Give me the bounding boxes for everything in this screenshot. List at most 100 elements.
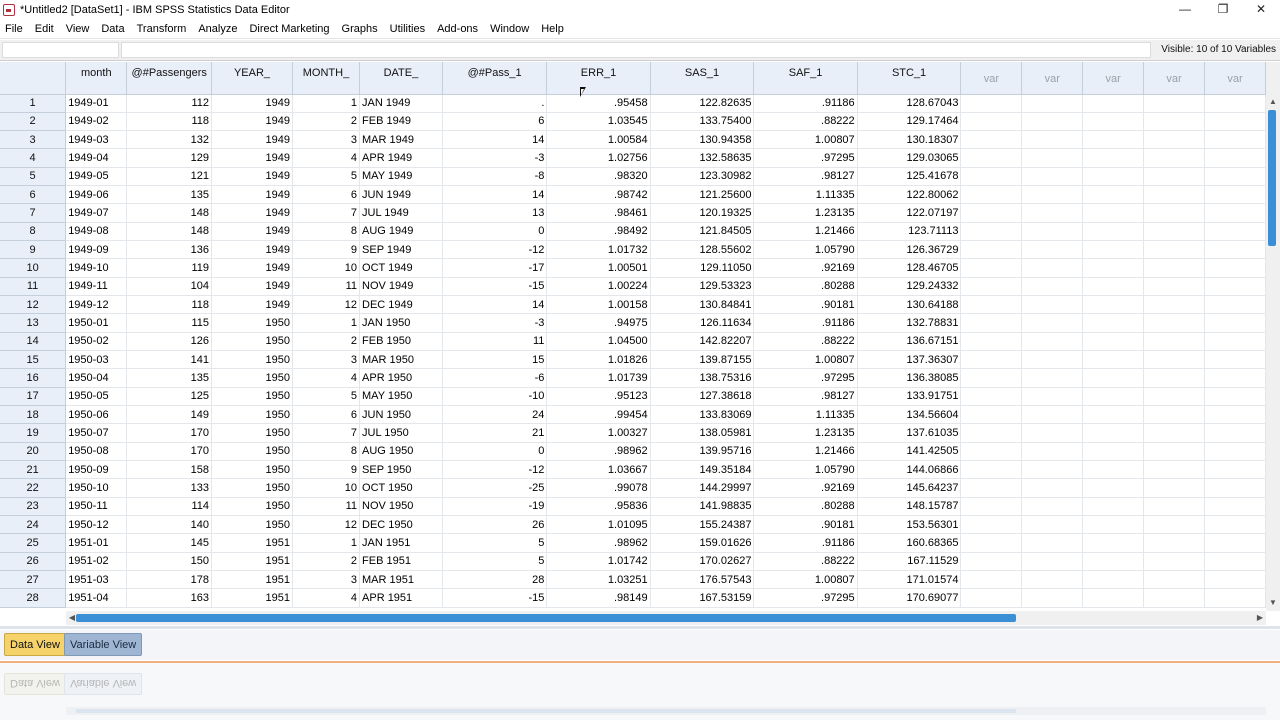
menu-direct-marketing[interactable]: Direct Marketing <box>249 22 330 35</box>
data-cell[interactable] <box>1082 112 1145 132</box>
data-cell[interactable] <box>1143 203 1206 223</box>
data-cell[interactable] <box>960 478 1023 498</box>
data-cell[interactable]: FEB 1951 <box>359 552 443 572</box>
data-cell[interactable]: .88222 <box>753 332 858 352</box>
pane-splitter[interactable] <box>0 626 1280 629</box>
data-cell[interactable] <box>1021 313 1084 333</box>
data-cell[interactable]: .98149 <box>546 588 651 608</box>
data-cell[interactable]: 1950-09 <box>65 460 128 480</box>
data-cell[interactable] <box>1021 167 1084 187</box>
data-cell[interactable] <box>960 258 1023 278</box>
data-cell[interactable]: OCT 1950 <box>359 478 443 498</box>
data-cell[interactable]: .94975 <box>546 313 651 333</box>
data-cell[interactable]: 1.00224 <box>546 277 651 297</box>
data-cell[interactable] <box>1082 533 1145 553</box>
data-cell[interactable]: 171.01574 <box>857 570 962 590</box>
menu-view[interactable]: View <box>65 22 90 35</box>
data-cell[interactable] <box>1021 222 1084 242</box>
column-header-var[interactable]: var <box>1204 62 1266 95</box>
data-cell[interactable] <box>1204 350 1266 370</box>
data-cell[interactable]: 1950-03 <box>65 350 128 370</box>
data-cell[interactable]: 1949-07 <box>65 203 128 223</box>
data-cell[interactable]: 1951-02 <box>65 552 128 572</box>
data-cell[interactable]: 1.05790 <box>753 240 858 260</box>
data-cell[interactable]: 1949-10 <box>65 258 128 278</box>
data-cell[interactable]: 1949-05 <box>65 167 128 187</box>
data-cell[interactable]: 139.95716 <box>650 442 755 462</box>
data-cell[interactable] <box>1082 588 1145 608</box>
data-cell[interactable]: 1949-01 <box>65 94 128 113</box>
data-cell[interactable]: 125.41678 <box>857 167 962 187</box>
data-cell[interactable] <box>1143 185 1206 205</box>
data-cell[interactable]: 1950-02 <box>65 332 128 352</box>
data-cell[interactable]: 1.11335 <box>753 185 858 205</box>
row-number[interactable]: 14 <box>0 332 67 352</box>
data-cell[interactable] <box>1143 423 1206 443</box>
row-number[interactable]: 25 <box>0 533 67 553</box>
data-cell[interactable]: 150 <box>126 552 213 572</box>
data-cell[interactable]: 2 <box>292 552 361 572</box>
row-number[interactable]: 8 <box>0 222 67 242</box>
data-cell[interactable]: 1949-06 <box>65 185 128 205</box>
data-cell[interactable]: 128.67043 <box>857 94 962 113</box>
data-cell[interactable] <box>1204 94 1266 113</box>
data-cell[interactable]: 3 <box>292 350 361 370</box>
data-cell[interactable]: 6 <box>292 185 361 205</box>
data-cell[interactable] <box>1204 277 1266 297</box>
data-cell[interactable]: .97295 <box>753 368 858 388</box>
data-cell[interactable]: 9 <box>292 460 361 480</box>
data-cell[interactable]: APR 1949 <box>359 148 443 168</box>
data-cell[interactable]: 1.00807 <box>753 350 858 370</box>
data-cell[interactable]: 159.01626 <box>650 533 755 553</box>
data-cell[interactable]: .80288 <box>753 277 858 297</box>
data-cell[interactable]: 112 <box>126 94 213 113</box>
data-cell[interactable] <box>1021 368 1084 388</box>
data-cell[interactable]: . <box>442 94 548 113</box>
menu-utilities[interactable]: Utilities <box>389 22 426 35</box>
data-cell[interactable]: OCT 1949 <box>359 258 443 278</box>
vertical-scrollbar[interactable]: ▲ ▼ <box>1266 62 1280 611</box>
data-cell[interactable]: 1.01826 <box>546 350 651 370</box>
data-cell[interactable]: 1950 <box>211 423 293 443</box>
data-cell[interactable]: 1949 <box>211 295 293 315</box>
scroll-down-icon[interactable]: ▼ <box>1269 598 1277 607</box>
data-cell[interactable]: 137.61035 <box>857 423 962 443</box>
data-cell[interactable]: 1951 <box>211 588 293 608</box>
column-header-err-1[interactable]: ERR_1 <box>546 62 651 95</box>
column-header-stc-1[interactable]: STC_1 <box>857 62 962 95</box>
data-cell[interactable]: .99078 <box>546 478 651 498</box>
data-cell[interactable]: 1950-05 <box>65 387 128 407</box>
data-cell[interactable]: 1.21466 <box>753 222 858 242</box>
data-cell[interactable] <box>1204 222 1266 242</box>
data-cell[interactable]: 1951 <box>211 552 293 572</box>
data-cell[interactable] <box>960 387 1023 407</box>
data-cell[interactable] <box>1082 167 1145 187</box>
data-cell[interactable]: 14 <box>442 295 548 315</box>
data-cell[interactable]: 123.71113 <box>857 222 962 242</box>
data-cell[interactable]: 1950 <box>211 368 293 388</box>
data-cell[interactable]: .91186 <box>753 94 858 113</box>
data-cell[interactable]: 141.42505 <box>857 442 962 462</box>
data-cell[interactable]: -15 <box>442 277 548 297</box>
data-cell[interactable] <box>1082 460 1145 480</box>
minimize-icon[interactable]: — <box>1179 2 1191 16</box>
data-cell[interactable] <box>960 570 1023 590</box>
data-cell[interactable] <box>1021 497 1084 517</box>
data-cell[interactable]: 1950 <box>211 332 293 352</box>
data-cell[interactable]: APR 1950 <box>359 368 443 388</box>
data-cell[interactable] <box>960 423 1023 443</box>
data-cell[interactable] <box>1143 570 1206 590</box>
data-cell[interactable]: .98962 <box>546 442 651 462</box>
data-cell[interactable]: .98127 <box>753 387 858 407</box>
data-cell[interactable] <box>1204 478 1266 498</box>
data-cell[interactable] <box>1204 368 1266 388</box>
data-cell[interactable]: 121 <box>126 167 213 187</box>
data-cell[interactable]: NOV 1950 <box>359 497 443 517</box>
data-cell[interactable]: DEC 1949 <box>359 295 443 315</box>
row-number[interactable]: 17 <box>0 387 67 407</box>
data-cell[interactable]: 3 <box>292 130 361 150</box>
row-number[interactable]: 5 <box>0 167 67 187</box>
data-cell[interactable]: 126.11634 <box>650 313 755 333</box>
data-cell[interactable]: 128.55602 <box>650 240 755 260</box>
data-cell[interactable]: 1949-03 <box>65 130 128 150</box>
